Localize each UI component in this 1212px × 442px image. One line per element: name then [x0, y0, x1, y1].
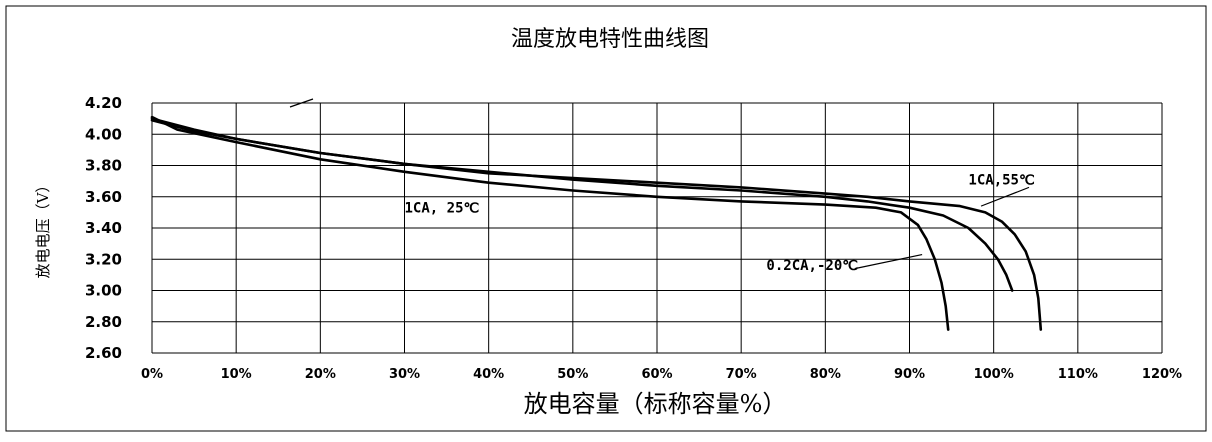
outer-frame: [5, 5, 1207, 432]
y-tick-label: 3.80: [85, 157, 122, 175]
y-tick-label: 3.20: [85, 250, 122, 268]
y-tick-label: 3.60: [85, 188, 122, 206]
annotations: 1CA, 25℃ 0.2CA,-20℃ 1CA,55℃: [405, 172, 1035, 274]
x-axis-label: 放电容量（标称容量%）: [524, 390, 787, 418]
chart-title: 温度放电特性曲线图: [511, 27, 709, 52]
series-line-3: [150, 117, 1043, 331]
annotation-label-2: 0.2CA,-20℃: [766, 258, 858, 274]
x-tick-label: 40%: [473, 367, 504, 382]
y-tick-label: 3.40: [85, 219, 122, 237]
leader-line: [980, 186, 1030, 207]
annotation-label-1: 1CA, 25℃: [405, 200, 480, 216]
x-tick-label: 90%: [894, 367, 925, 382]
x-tick-label: 60%: [641, 367, 672, 382]
annotation-label-3: 1CA,55℃: [968, 172, 1035, 188]
leader-line: [854, 253, 923, 270]
x-tick-label: 0%: [141, 367, 163, 382]
stray-tick-mark: [289, 98, 314, 108]
x-tick-label: 20%: [305, 367, 336, 382]
x-tick-label: 120%: [1142, 367, 1182, 382]
x-tick-label: 50%: [557, 367, 588, 382]
x-tick-label: 80%: [810, 367, 841, 382]
x-tick-label: 100%: [974, 367, 1014, 382]
series-line-1: [150, 115, 950, 331]
y-tick-label: 3.00: [85, 282, 122, 300]
x-tick-label: 110%: [1058, 367, 1098, 382]
y-tick-label: 4.00: [85, 125, 122, 143]
y-axis-label: 放电电压（V）: [34, 178, 52, 279]
grid: [151, 102, 1163, 354]
y-tick-label: 2.80: [85, 313, 122, 331]
y-tick-label: 4.20: [85, 94, 122, 112]
x-tick-label: 10%: [221, 367, 252, 382]
x-tick-labels: 0% 10% 20% 30% 40% 50% 60% 70% 80% 90% 100% 110% 120…: [141, 367, 1182, 382]
series-lines: [150, 115, 1043, 331]
y-tick-label: 2.60: [85, 344, 122, 362]
y-tick-labels: 2.60 2.80 3.00 3.20 3.40 3.60 3.80 4.00 4.20: [85, 94, 122, 362]
x-tick-label: 70%: [726, 367, 757, 382]
x-tick-label: 30%: [389, 367, 420, 382]
